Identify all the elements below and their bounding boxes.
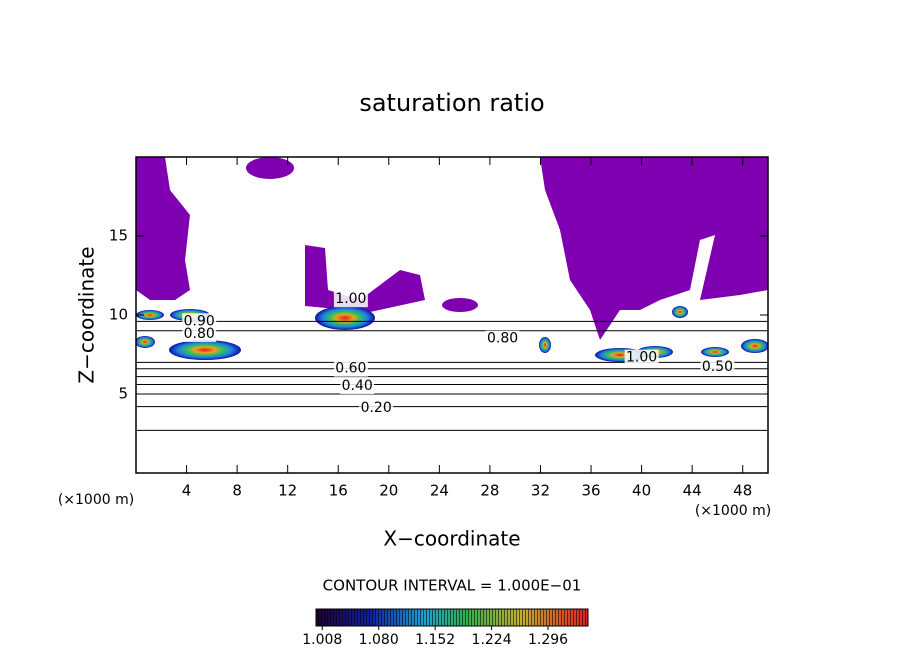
- blob: [741, 339, 768, 353]
- x-tick-label: 36: [581, 482, 600, 500]
- x-tick-label: 24: [430, 482, 449, 500]
- contour-label: 0.40: [342, 378, 373, 394]
- x-tick-label: 28: [480, 482, 499, 500]
- y-axis-label: Z−coordinate: [75, 246, 99, 383]
- x-tick-label: 20: [379, 482, 398, 500]
- colorbar-frame: [315, 608, 589, 627]
- region: [246, 157, 294, 179]
- blob: [136, 336, 155, 348]
- contour-interval: CONTOUR INTERVAL = 1.000E−01: [323, 577, 582, 595]
- contour-label-bg: [485, 330, 520, 347]
- y-tick-label: 5: [118, 385, 128, 403]
- x-tick-label: 8: [232, 482, 242, 500]
- contour-label-bg: [182, 313, 217, 330]
- blob: [315, 306, 375, 330]
- blob: [701, 347, 729, 357]
- contour-label: 0.90: [184, 313, 215, 329]
- x-unit-label: (×1000 m): [58, 492, 134, 508]
- x-tick-label: 32: [531, 482, 550, 500]
- contour-label: 0.50: [702, 359, 733, 375]
- contour-label-bg: [700, 359, 735, 376]
- y-tick-label: 15: [109, 227, 128, 245]
- x-unit-label: (×1000 m): [695, 503, 771, 519]
- chart-title: saturation ratio: [359, 89, 544, 117]
- blob: [136, 310, 164, 320]
- x-tick-label: 12: [278, 482, 297, 500]
- blob: [672, 306, 688, 318]
- contour-label-bg: [333, 360, 368, 377]
- x-tick-label: 16: [329, 482, 348, 500]
- x-tick-label: 48: [733, 482, 752, 500]
- contours: 0.200.400.600.801.000.900.801.000.50: [136, 291, 768, 431]
- blob: [169, 340, 241, 360]
- colorbar-tick-label: 1.008: [302, 632, 342, 648]
- contour-label-bg: [340, 378, 375, 395]
- contour-label-bg: [182, 325, 217, 342]
- colorbar-tick-label: 1.080: [359, 632, 399, 648]
- contour-label: 0.80: [487, 331, 518, 347]
- blob: [539, 337, 551, 353]
- region: [442, 298, 478, 312]
- y-tick-label: 10: [109, 306, 128, 324]
- region: [136, 157, 190, 300]
- contour-label: 0.20: [361, 400, 392, 416]
- regions: [136, 157, 768, 362]
- colorbar-tick-label: 1.224: [472, 632, 512, 648]
- x-tick-label: 40: [632, 482, 651, 500]
- contour-label-bg: [624, 349, 659, 366]
- x-tick-label: 44: [683, 482, 702, 500]
- x-tick-label: 4: [182, 482, 192, 500]
- contour-label: 1.00: [626, 350, 657, 366]
- region: [540, 157, 768, 340]
- contour-label: 0.60: [335, 361, 366, 377]
- contour-label-bg: [359, 400, 394, 417]
- x-axis-label: X−coordinate: [383, 527, 520, 551]
- contour-label-bg: [333, 291, 368, 308]
- colorbar-tick-label: 1.296: [528, 632, 568, 648]
- contour-label: 0.80: [184, 326, 215, 342]
- colorbar-tick-label: 1.152: [415, 632, 455, 648]
- contour-label: 1.00: [335, 291, 366, 307]
